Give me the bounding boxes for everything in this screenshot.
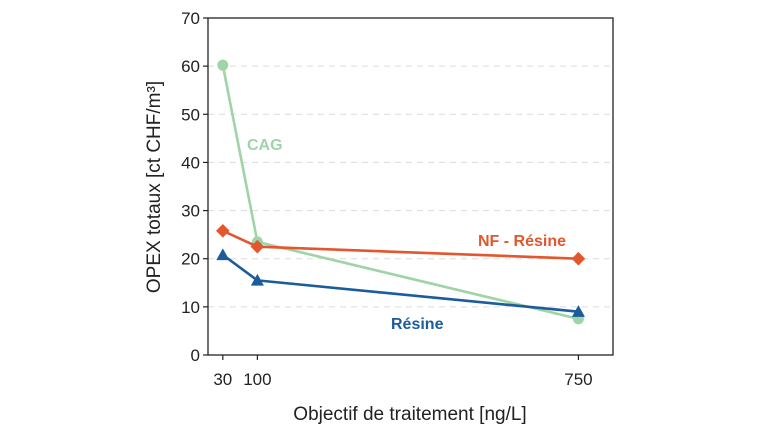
- y-tick-label: 30: [181, 202, 200, 221]
- y-tick-label: 60: [181, 57, 200, 76]
- data-point: [571, 305, 585, 317]
- y-axis-title: OPEX totaux [ct CHF/m³]: [144, 81, 165, 293]
- y-tick-label: 0: [191, 346, 200, 365]
- y-tick-label: 50: [181, 105, 200, 124]
- series-line-resine: [222, 253, 579, 313]
- x-axis-title: Objectif de traitement [ng/L]: [293, 404, 526, 425]
- series-line-cag: [221, 64, 579, 321]
- data-point: [216, 248, 230, 261]
- data-point: [571, 251, 586, 266]
- grid-lines: [208, 65, 613, 308]
- data-point: [250, 239, 265, 254]
- series-cag: [217, 59, 584, 325]
- series-label-resine: Résine: [391, 316, 444, 333]
- y-tick-label: 40: [181, 153, 200, 172]
- x-tick-label: 750: [564, 370, 592, 389]
- axis-ticks: 0 10 20 30 40 50 60 70 30 100 750: [181, 9, 593, 389]
- series-nf-resine: [216, 223, 586, 266]
- series-label-cag: CAG: [247, 137, 283, 154]
- x-tick-label: 30: [213, 370, 232, 389]
- x-tick-label: 100: [243, 370, 271, 389]
- y-tick-label: 20: [181, 250, 200, 269]
- data-point: [216, 223, 230, 238]
- plot-frame: [207, 17, 614, 356]
- y-tick-label: 10: [181, 298, 200, 317]
- series-layer: [216, 59, 586, 325]
- data-point: [250, 273, 264, 286]
- data-point: [217, 59, 229, 71]
- series-resine: [216, 248, 585, 317]
- series-label-nf-resine: NF - Résine: [478, 233, 566, 250]
- y-tick-label: 70: [181, 9, 200, 28]
